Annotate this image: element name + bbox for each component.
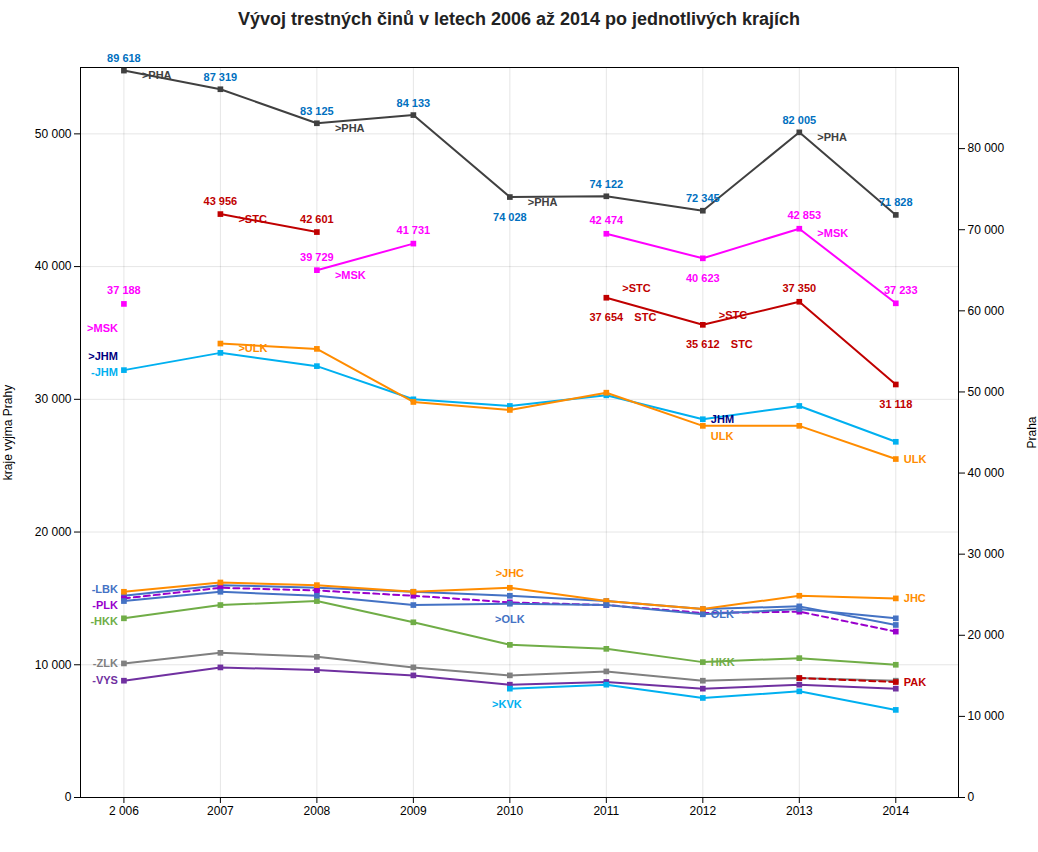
svg-text:JHC: JHC <box>904 592 926 604</box>
svg-text:-JHM: -JHM <box>91 366 118 378</box>
svg-text:-PLK: -PLK <box>92 599 118 611</box>
svg-text:Praha: Praha <box>1025 416 1038 448</box>
svg-text:31 118: 31 118 <box>879 398 912 410</box>
svg-text:>OLK: >OLK <box>495 613 525 625</box>
svg-text:-HKK: -HKK <box>90 615 118 627</box>
svg-text:35 612: 35 612 <box>686 338 720 350</box>
svg-text:37 654: 37 654 <box>590 311 625 323</box>
svg-text:kraje vyjma Prahy: kraje vyjma Prahy <box>1 385 15 480</box>
svg-text:>PHA: >PHA <box>335 122 365 134</box>
svg-text:>MSK: >MSK <box>817 227 848 239</box>
svg-text:37 350: 37 350 <box>782 282 816 294</box>
svg-text:0: 0 <box>968 790 975 804</box>
svg-text:HKK: HKK <box>711 656 735 668</box>
svg-text:STC: STC <box>634 311 656 323</box>
svg-text:2012: 2012 <box>689 804 716 818</box>
svg-text:43 956: 43 956 <box>204 195 238 207</box>
svg-text:89 618: 89 618 <box>107 52 141 64</box>
svg-text:>PHA: >PHA <box>142 69 172 81</box>
svg-text:2013: 2013 <box>786 804 813 818</box>
svg-text:30 000: 30 000 <box>35 392 72 406</box>
svg-text:37 233: 37 233 <box>884 284 918 296</box>
svg-text:>PHA: >PHA <box>528 196 558 208</box>
html-text:Vývoj trestných činů v letech: Vývoj trestných činů v letech 2006 až 20… <box>237 9 801 29</box>
svg-text:74 028: 74 028 <box>493 211 527 223</box>
svg-text:-VYS: -VYS <box>92 674 118 686</box>
svg-text:72 345: 72 345 <box>686 192 720 204</box>
svg-text:50 000: 50 000 <box>968 385 1005 399</box>
svg-text:39 729: 39 729 <box>300 251 334 263</box>
svg-text:2014: 2014 <box>882 804 909 818</box>
svg-text:>MSK: >MSK <box>87 322 118 334</box>
svg-text:>PHA: >PHA <box>817 131 847 143</box>
svg-text:>JHM: >JHM <box>88 350 118 362</box>
svg-text:20 000: 20 000 <box>968 628 1005 642</box>
svg-text:>STC: >STC <box>622 282 650 294</box>
svg-text:2 006: 2 006 <box>109 804 139 818</box>
svg-text:-ZLK: -ZLK <box>93 657 118 669</box>
svg-text:42 601: 42 601 <box>300 213 334 225</box>
svg-text:80 000: 80 000 <box>968 141 1005 155</box>
svg-text:84 133: 84 133 <box>397 97 431 109</box>
svg-text:>MSK: >MSK <box>335 269 366 281</box>
svg-text:>KVK: >KVK <box>492 698 522 710</box>
svg-text:40 623: 40 623 <box>686 272 720 284</box>
svg-text:OLK: OLK <box>711 608 734 620</box>
svg-text:70 000: 70 000 <box>968 223 1005 237</box>
svg-text:ULK: ULK <box>904 453 927 465</box>
svg-text:71 828: 71 828 <box>879 196 913 208</box>
svg-text:42 853: 42 853 <box>787 209 821 221</box>
svg-text:2007: 2007 <box>207 804 234 818</box>
svg-text:>JHC: >JHC <box>496 567 524 579</box>
svg-text:40 000: 40 000 <box>968 466 1005 480</box>
svg-text:10 000: 10 000 <box>35 658 72 672</box>
svg-text:87 319: 87 319 <box>204 71 238 83</box>
svg-text:41 731: 41 731 <box>397 224 431 236</box>
svg-text:>STC: >STC <box>238 213 266 225</box>
svg-text:0: 0 <box>65 790 72 804</box>
svg-text:60 000: 60 000 <box>968 304 1005 318</box>
svg-text:2011: 2011 <box>593 804 619 818</box>
svg-text:PAK: PAK <box>904 676 926 688</box>
svg-text:37 188: 37 188 <box>107 284 141 296</box>
svg-text:>STC: >STC <box>719 309 747 321</box>
svg-text:-LBK: -LBK <box>92 583 118 595</box>
svg-text:40 000: 40 000 <box>35 259 72 273</box>
svg-text:2008: 2008 <box>304 804 331 818</box>
svg-text:50 000: 50 000 <box>35 127 72 141</box>
svg-text:20 000: 20 000 <box>35 525 72 539</box>
svg-text:83 125: 83 125 <box>300 105 334 117</box>
svg-text:STC: STC <box>731 338 753 350</box>
svg-text:10 000: 10 000 <box>968 709 1005 723</box>
svg-text:>ULK: >ULK <box>238 342 267 354</box>
svg-text:2010: 2010 <box>497 804 524 818</box>
svg-text:82 005: 82 005 <box>782 114 816 126</box>
svg-text:30 000: 30 000 <box>968 547 1005 561</box>
svg-text:74 122: 74 122 <box>590 178 624 190</box>
svg-text:JHM: JHM <box>711 413 734 425</box>
svg-text:ULK: ULK <box>711 430 734 442</box>
svg-text:42 474: 42 474 <box>590 214 625 226</box>
svg-text:2009: 2009 <box>400 804 427 818</box>
